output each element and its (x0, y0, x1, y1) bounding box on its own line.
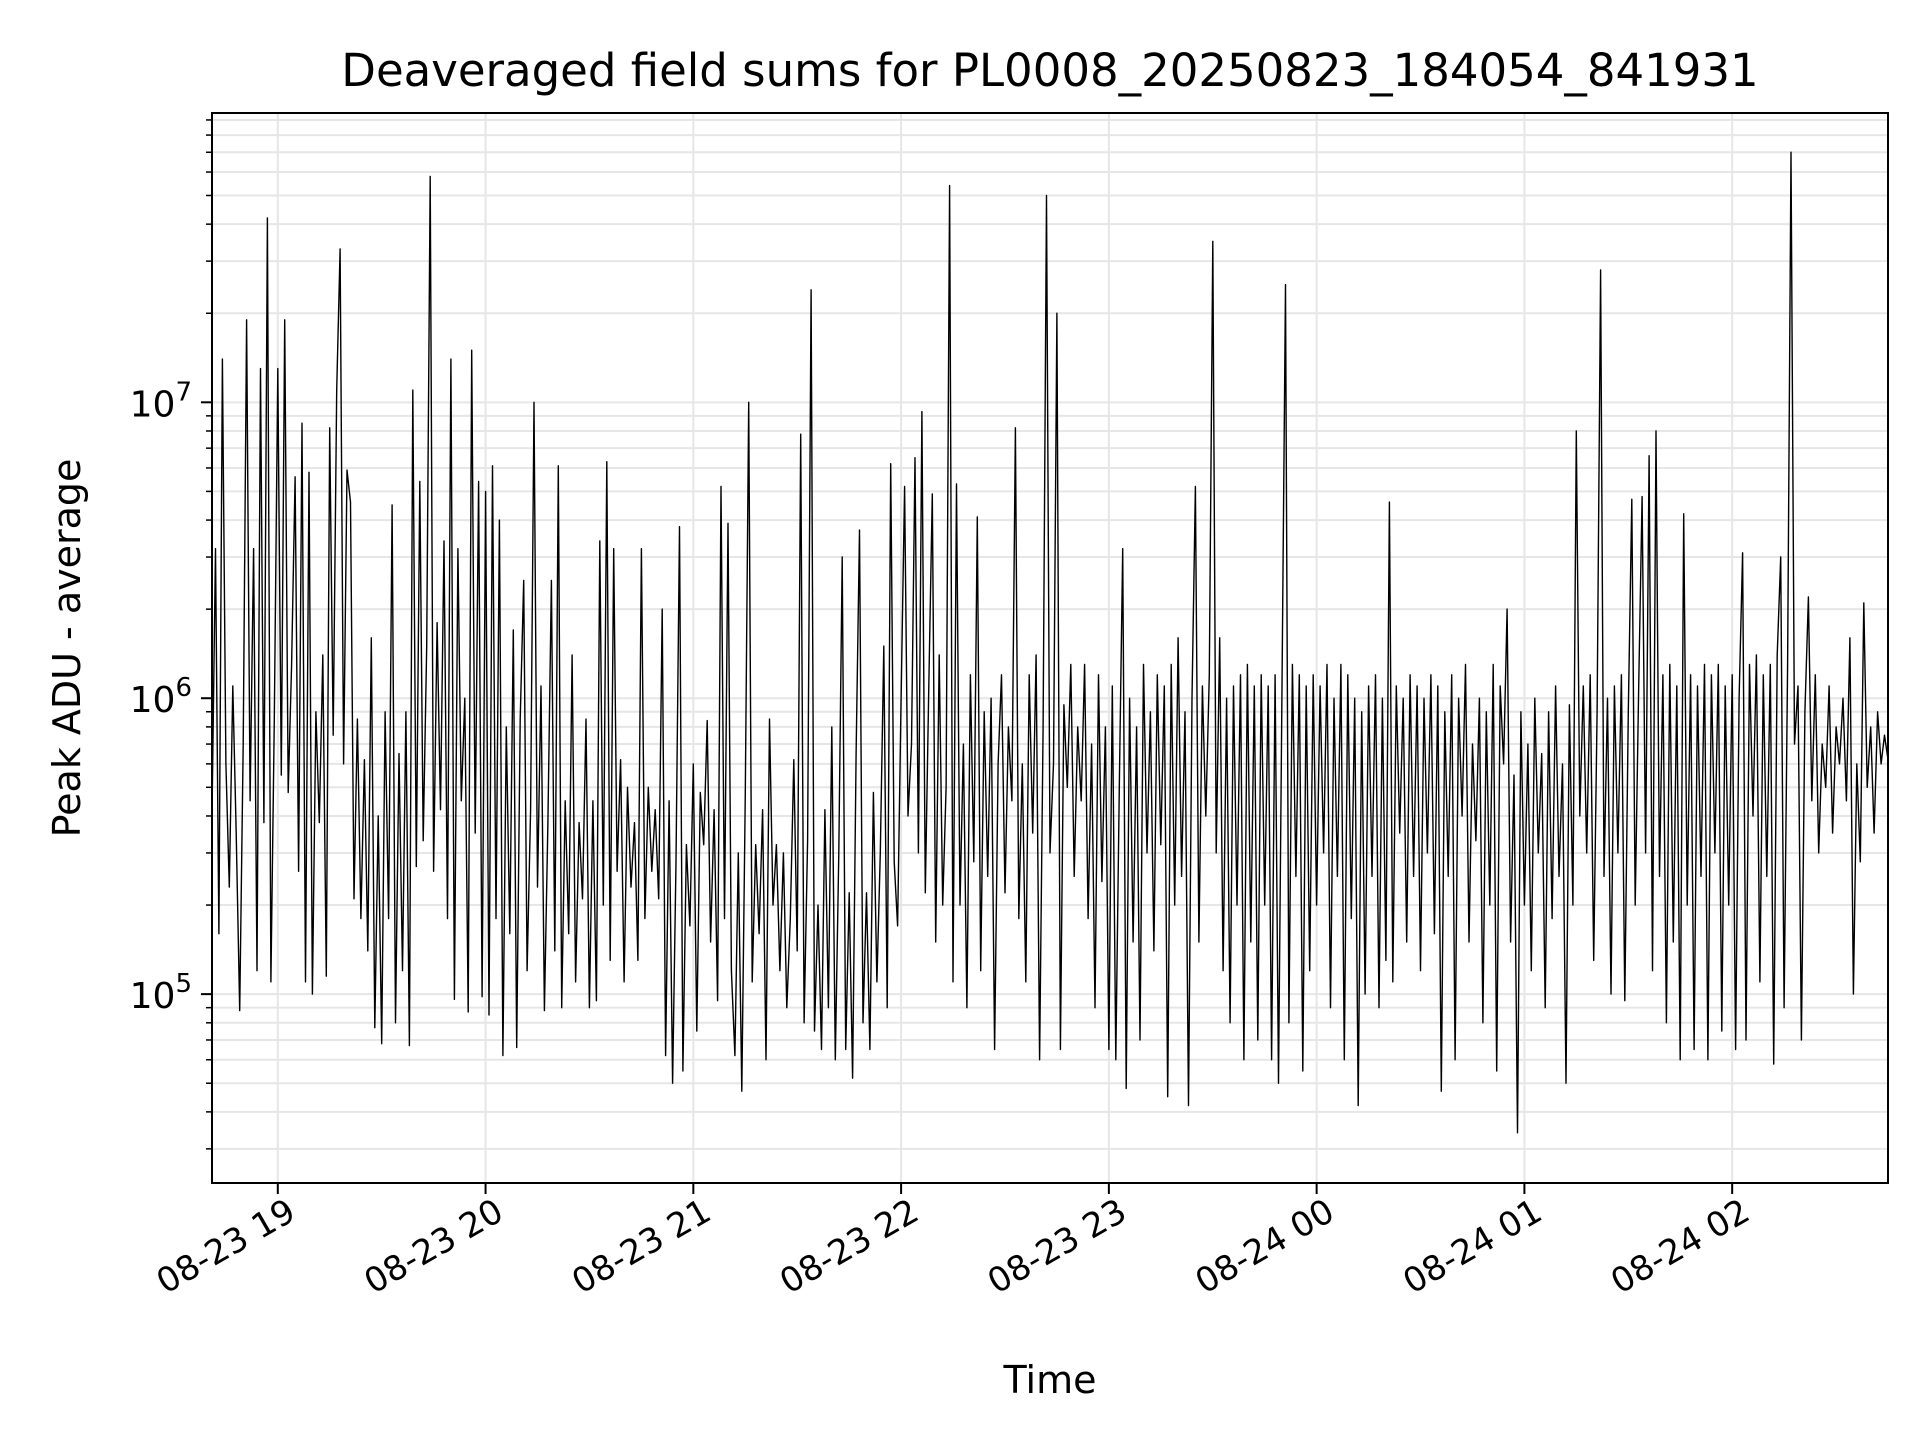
y-tick-label: 106 (130, 673, 192, 721)
series-layer (211, 151, 1889, 1134)
y-axis: 105 106 107 (130, 119, 212, 1150)
plot-frame (211, 112, 1889, 1184)
chart-title: Deaveraged field sums for PL0008_2025082… (341, 44, 1758, 97)
x-axis-label: Time (1003, 1358, 1097, 1402)
series-line (211, 151, 1889, 1134)
y-axis-label: Peak ADU - average (45, 459, 89, 838)
y-tick-label: 107 (130, 377, 192, 425)
y-tick-label: 105 (130, 969, 192, 1017)
